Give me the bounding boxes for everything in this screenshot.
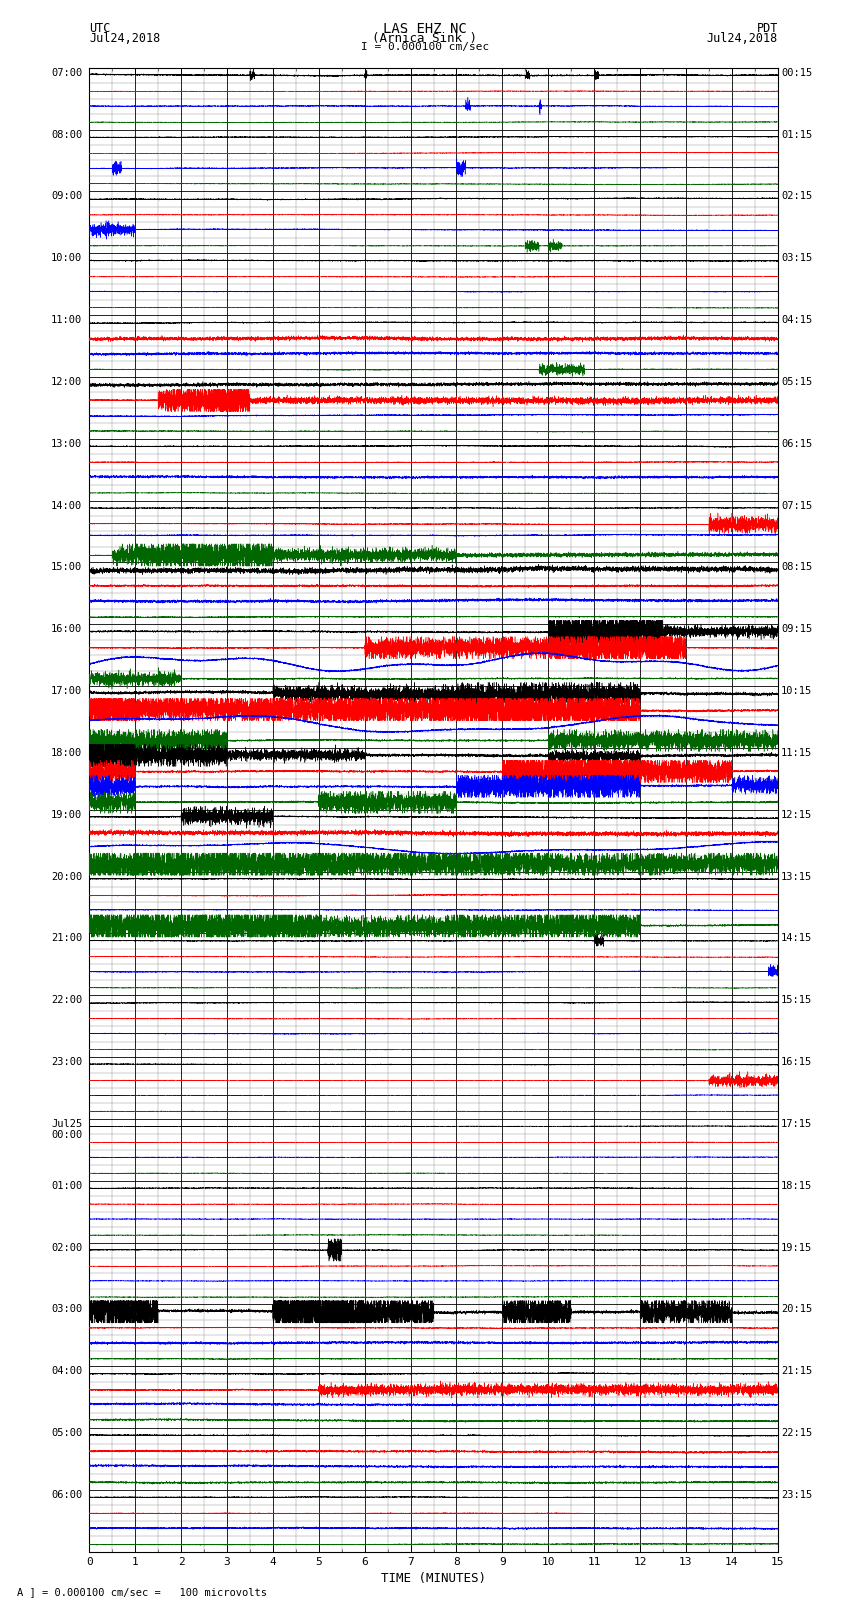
Text: 16:00: 16:00	[51, 624, 82, 634]
Text: 22:00: 22:00	[51, 995, 82, 1005]
Text: 13:00: 13:00	[51, 439, 82, 448]
Text: 23:15: 23:15	[781, 1490, 813, 1500]
Text: 11:15: 11:15	[781, 748, 813, 758]
Text: Jul24,2018: Jul24,2018	[89, 32, 161, 45]
Text: 21:15: 21:15	[781, 1366, 813, 1376]
Text: 01:00: 01:00	[51, 1181, 82, 1190]
Text: 15:15: 15:15	[781, 995, 813, 1005]
Text: 17:15: 17:15	[781, 1119, 813, 1129]
Text: UTC: UTC	[89, 23, 110, 35]
Text: (Arnica Sink ): (Arnica Sink )	[372, 32, 478, 45]
Text: 13:15: 13:15	[781, 871, 813, 882]
Text: 09:15: 09:15	[781, 624, 813, 634]
Text: Jul25
00:00: Jul25 00:00	[51, 1119, 82, 1140]
Text: 14:15: 14:15	[781, 934, 813, 944]
Text: 06:15: 06:15	[781, 439, 813, 448]
Text: 23:00: 23:00	[51, 1057, 82, 1068]
Text: 11:00: 11:00	[51, 315, 82, 326]
Text: 19:15: 19:15	[781, 1242, 813, 1253]
Text: 04:00: 04:00	[51, 1366, 82, 1376]
Text: 12:00: 12:00	[51, 377, 82, 387]
Text: 06:00: 06:00	[51, 1490, 82, 1500]
Text: 01:15: 01:15	[781, 129, 813, 140]
Text: I = 0.000100 cm/sec: I = 0.000100 cm/sec	[361, 42, 489, 52]
Text: Jul24,2018: Jul24,2018	[706, 32, 778, 45]
Text: 10:00: 10:00	[51, 253, 82, 263]
Text: 00:15: 00:15	[781, 68, 813, 77]
Text: 09:00: 09:00	[51, 192, 82, 202]
Text: 15:00: 15:00	[51, 563, 82, 573]
Text: 18:15: 18:15	[781, 1181, 813, 1190]
Text: 20:00: 20:00	[51, 871, 82, 882]
Text: LAS EHZ NC: LAS EHZ NC	[383, 23, 467, 35]
Text: 20:15: 20:15	[781, 1305, 813, 1315]
Text: 03:00: 03:00	[51, 1305, 82, 1315]
X-axis label: TIME (MINUTES): TIME (MINUTES)	[381, 1573, 486, 1586]
Text: 16:15: 16:15	[781, 1057, 813, 1068]
Text: 21:00: 21:00	[51, 934, 82, 944]
Text: 08:15: 08:15	[781, 563, 813, 573]
Text: 08:00: 08:00	[51, 129, 82, 140]
Text: 10:15: 10:15	[781, 686, 813, 697]
Text: 04:15: 04:15	[781, 315, 813, 326]
Text: 14:00: 14:00	[51, 500, 82, 511]
Text: PDT: PDT	[756, 23, 778, 35]
Text: 19:00: 19:00	[51, 810, 82, 819]
Text: 02:00: 02:00	[51, 1242, 82, 1253]
Text: 07:15: 07:15	[781, 500, 813, 511]
Text: 07:00: 07:00	[51, 68, 82, 77]
Text: 17:00: 17:00	[51, 686, 82, 697]
Text: 05:15: 05:15	[781, 377, 813, 387]
Text: 03:15: 03:15	[781, 253, 813, 263]
Text: 05:00: 05:00	[51, 1428, 82, 1439]
Text: 02:15: 02:15	[781, 192, 813, 202]
Text: 22:15: 22:15	[781, 1428, 813, 1439]
Text: 18:00: 18:00	[51, 748, 82, 758]
Text: A ] = 0.000100 cm/sec =   100 microvolts: A ] = 0.000100 cm/sec = 100 microvolts	[17, 1587, 267, 1597]
Text: 12:15: 12:15	[781, 810, 813, 819]
